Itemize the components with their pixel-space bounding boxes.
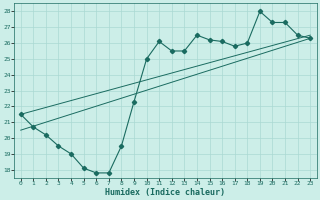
X-axis label: Humidex (Indice chaleur): Humidex (Indice chaleur) [106,188,226,197]
